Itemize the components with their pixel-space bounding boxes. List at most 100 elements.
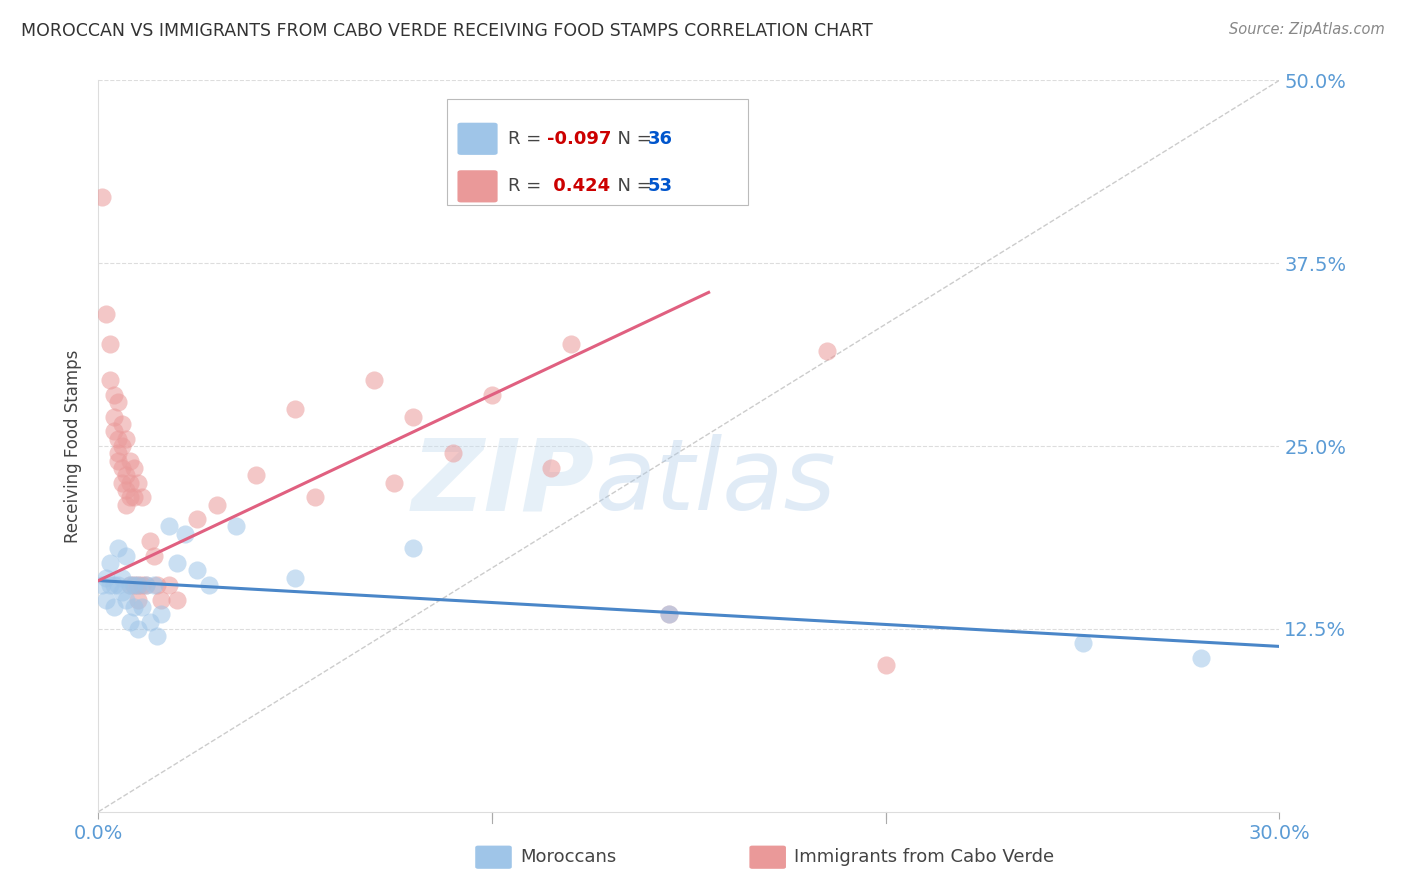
Point: [245, 468, 267, 483]
Point: [127, 622, 149, 636]
Point: [658, 607, 681, 622]
Point: [127, 592, 149, 607]
Point: [111, 585, 134, 599]
Point: [382, 475, 405, 490]
Point: [91, 578, 114, 592]
Text: atlas: atlas: [595, 434, 837, 531]
Text: 36: 36: [648, 130, 672, 148]
Point: [481, 388, 503, 402]
Point: [115, 498, 138, 512]
Point: [225, 519, 247, 533]
Point: [138, 615, 160, 629]
Point: [142, 549, 165, 563]
Point: [157, 519, 180, 533]
Point: [107, 395, 129, 409]
Point: [540, 461, 562, 475]
Point: [96, 571, 118, 585]
Point: [174, 526, 197, 541]
Text: -0.097: -0.097: [547, 130, 612, 148]
Text: Source: ZipAtlas.com: Source: ZipAtlas.com: [1229, 22, 1385, 37]
Point: [157, 578, 180, 592]
Point: [166, 556, 188, 570]
Point: [118, 615, 141, 629]
Point: [402, 409, 425, 424]
Point: [103, 599, 125, 614]
Point: [135, 578, 157, 592]
Point: [115, 468, 138, 483]
Point: [118, 578, 141, 592]
Point: [1189, 651, 1212, 665]
Point: [150, 607, 173, 622]
Point: [111, 571, 134, 585]
Point: [284, 571, 307, 585]
Point: [363, 373, 385, 387]
Point: [115, 549, 138, 563]
Point: [96, 592, 118, 607]
Y-axis label: Receiving Food Stamps: Receiving Food Stamps: [65, 350, 83, 542]
FancyBboxPatch shape: [447, 99, 748, 204]
Point: [875, 658, 897, 673]
Point: [304, 490, 326, 504]
Text: Immigrants from Cabo Verde: Immigrants from Cabo Verde: [794, 848, 1054, 866]
Text: Moroccans: Moroccans: [520, 848, 616, 866]
Point: [197, 578, 219, 592]
Point: [118, 475, 141, 490]
Point: [658, 607, 681, 622]
Point: [103, 388, 125, 402]
Text: ZIP: ZIP: [412, 434, 595, 531]
Point: [205, 498, 228, 512]
Point: [122, 578, 145, 592]
Point: [131, 490, 153, 504]
Text: R =: R =: [508, 178, 547, 195]
Point: [122, 578, 145, 592]
Point: [127, 475, 149, 490]
Point: [111, 439, 134, 453]
Point: [186, 563, 208, 577]
Point: [111, 475, 134, 490]
Point: [91, 190, 114, 204]
Point: [115, 432, 138, 446]
Point: [111, 417, 134, 431]
FancyBboxPatch shape: [457, 170, 498, 202]
Point: [146, 629, 169, 643]
Text: 0.424: 0.424: [547, 178, 610, 195]
Point: [122, 461, 145, 475]
Point: [127, 578, 149, 592]
Point: [815, 343, 838, 358]
Point: [441, 446, 464, 460]
Point: [96, 307, 118, 321]
Point: [111, 461, 134, 475]
Point: [131, 578, 153, 592]
Point: [560, 336, 582, 351]
Point: [135, 578, 157, 592]
Point: [150, 592, 173, 607]
Point: [127, 578, 149, 592]
Point: [98, 578, 121, 592]
Point: [107, 541, 129, 556]
Point: [103, 578, 125, 592]
Point: [103, 409, 125, 424]
Text: 53: 53: [648, 178, 672, 195]
Point: [98, 336, 121, 351]
Point: [166, 592, 188, 607]
Text: MOROCCAN VS IMMIGRANTS FROM CABO VERDE RECEIVING FOOD STAMPS CORRELATION CHART: MOROCCAN VS IMMIGRANTS FROM CABO VERDE R…: [21, 22, 873, 40]
Text: N =: N =: [606, 178, 658, 195]
FancyBboxPatch shape: [457, 123, 498, 155]
Point: [115, 592, 138, 607]
Point: [118, 578, 141, 592]
Point: [146, 578, 169, 592]
Point: [107, 453, 129, 467]
Point: [122, 599, 145, 614]
Point: [122, 490, 145, 504]
Point: [107, 578, 129, 592]
Point: [142, 578, 165, 592]
Point: [115, 483, 138, 497]
Point: [107, 446, 129, 460]
Point: [138, 534, 160, 549]
Point: [118, 453, 141, 467]
Point: [284, 402, 307, 417]
Point: [107, 432, 129, 446]
Point: [131, 599, 153, 614]
Point: [98, 556, 121, 570]
Point: [402, 541, 425, 556]
